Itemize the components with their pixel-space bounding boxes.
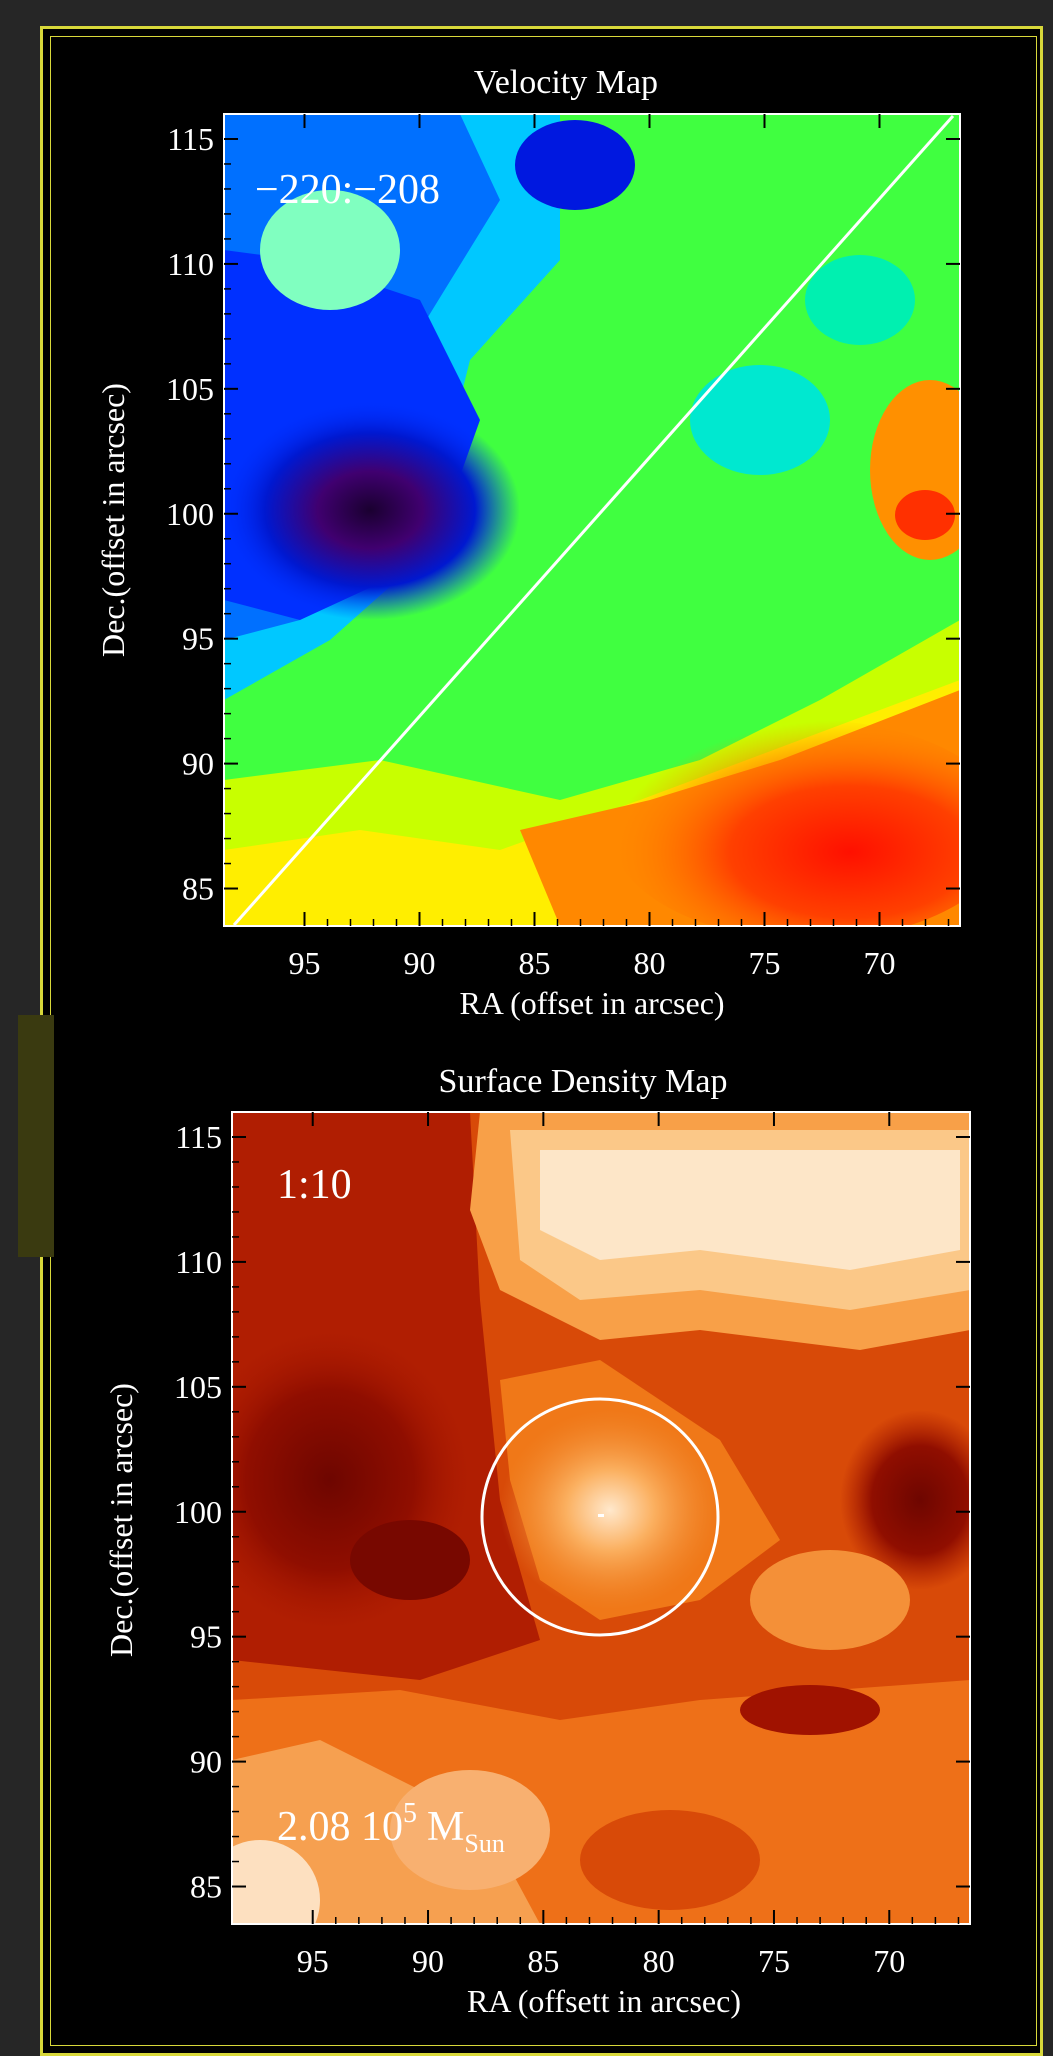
y-tick-label: 85 xyxy=(182,871,214,907)
velocity-range-annotation: −220:−208 xyxy=(255,167,440,213)
x-tick-label: 75 xyxy=(749,945,781,981)
y-tick-label: 100 xyxy=(174,1494,222,1530)
velocity-map-image xyxy=(224,114,960,926)
side-tab xyxy=(18,1015,54,1257)
mass-unit-subscript: Sun xyxy=(464,1829,504,1858)
y-axis-label: Dec.(offset in arcsec) xyxy=(103,1383,139,1657)
mass-value: 2.08 10 xyxy=(277,1804,403,1850)
x-tick-label: 75 xyxy=(758,1943,790,1979)
y-tick-label: 85 xyxy=(190,1869,222,1905)
x-tick-label: 90 xyxy=(412,1943,444,1979)
y-tick-label: 115 xyxy=(175,1119,222,1155)
x-tick-label: 85 xyxy=(527,1943,559,1979)
diagonal-line xyxy=(232,115,955,926)
x-tick-label: 90 xyxy=(404,945,436,981)
x-axis-label: RA (offsett in arcsec) xyxy=(467,1983,741,2019)
x-tick-label: 70 xyxy=(864,945,896,981)
density-panel: Surface Density Map xyxy=(103,1063,971,2019)
mass-exponent: 5 xyxy=(403,1798,417,1829)
y-tick-label: 105 xyxy=(174,1369,222,1405)
scale-annotation: 1:10 xyxy=(277,1162,352,1208)
y-axis-label: Dec.(offset in arcsec) xyxy=(95,383,131,657)
y-tick-label: 110 xyxy=(167,246,214,282)
x-tick-label: 80 xyxy=(634,945,666,981)
x-tick-label: 70 xyxy=(873,1943,905,1979)
chart-title: Surface Density Map xyxy=(439,1063,728,1100)
center-marker xyxy=(598,1514,604,1517)
plot-frame xyxy=(223,113,961,927)
y-ticks: 115 110 105 100 95 90 85 xyxy=(174,1119,970,1905)
y-tick-label: 95 xyxy=(182,621,214,657)
y-tick-label: 110 xyxy=(175,1244,222,1280)
x-tick-label: 80 xyxy=(643,1943,675,1979)
mass-annotation: 2.08 105 MSun xyxy=(277,1798,505,1858)
mass-unit: M xyxy=(427,1804,464,1850)
y-tick-label: 90 xyxy=(190,1744,222,1780)
x-tick-label: 85 xyxy=(519,945,551,981)
velocity-panel: Velocity Map 95 90 85 80 75 70 115 110 105 100 95… xyxy=(95,64,961,1021)
y-tick-label: 95 xyxy=(190,1619,222,1655)
y-tick-label: 105 xyxy=(166,371,214,407)
y-tick-label: 90 xyxy=(182,746,214,782)
x-ticks: 95 90 85 80 75 70 xyxy=(289,114,950,981)
aperture-circle xyxy=(480,1397,720,1637)
chart-title: Velocity Map xyxy=(474,64,658,101)
y-tick-label: 100 xyxy=(166,496,214,532)
y-ticks: 115 110 105 100 95 90 85 xyxy=(166,121,960,907)
plot-frame xyxy=(231,1111,971,1925)
x-ticks: 95 90 85 80 75 70 xyxy=(297,1112,960,1979)
x-tick-label: 95 xyxy=(289,945,321,981)
density-map-image xyxy=(232,1112,970,1924)
x-axis-label: RA (offset in arcsec) xyxy=(459,985,724,1021)
y-tick-label: 115 xyxy=(167,121,214,157)
x-tick-label: 95 xyxy=(297,1943,329,1979)
